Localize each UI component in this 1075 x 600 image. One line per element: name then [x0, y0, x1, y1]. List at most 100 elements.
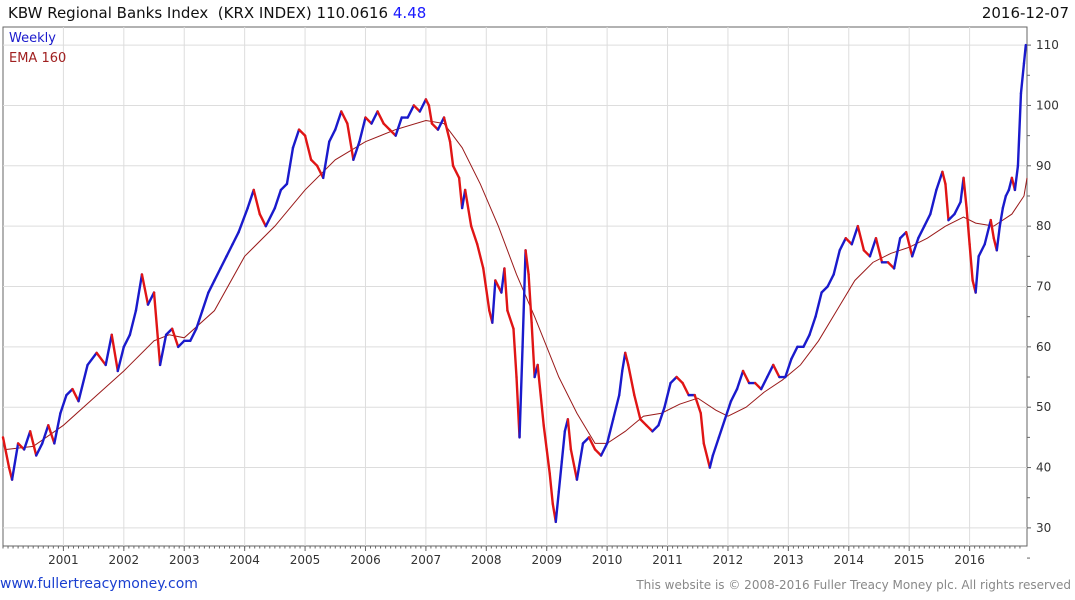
price-segment — [303, 134, 313, 161]
price-segment — [651, 424, 660, 433]
x-tick-label: 2009 — [531, 553, 562, 567]
price-segment — [587, 436, 597, 451]
grid-lines — [3, 27, 1027, 546]
price-segment — [134, 273, 144, 312]
price-segment — [321, 140, 331, 180]
y-tick-label: 40 — [1036, 461, 1051, 475]
price-segment — [22, 430, 32, 451]
x-tick-label: 2015 — [894, 553, 925, 567]
price-segment — [86, 351, 98, 367]
price-segment — [784, 357, 793, 379]
price-segment — [430, 122, 440, 131]
price-segment — [729, 387, 739, 403]
price-segment — [448, 140, 455, 168]
price-segment — [285, 146, 295, 186]
price-segment — [388, 128, 397, 137]
price-segment — [633, 393, 642, 421]
price-segment — [436, 116, 446, 131]
price-segment — [418, 98, 428, 113]
price-segment — [868, 237, 878, 258]
price-segment — [53, 412, 62, 445]
price-segment — [506, 309, 515, 330]
price-segment — [944, 182, 950, 222]
price-segment — [826, 273, 835, 288]
x-axis: 2001 2002 2003 2004 2005 2006 2007 2008 2009 2010… — [2, 546, 1021, 567]
price-segment — [77, 363, 89, 403]
price-segment — [941, 170, 947, 186]
price-segment — [974, 255, 980, 294]
price-segment — [309, 158, 319, 168]
price-segment — [645, 424, 654, 433]
price-segment — [844, 237, 854, 246]
price-segment — [1, 436, 11, 469]
y-tick-label: 100 — [1036, 98, 1059, 112]
price-segment — [406, 104, 416, 119]
price-segment — [201, 291, 210, 312]
x-tick-label: 2006 — [350, 553, 381, 567]
price-segment — [164, 327, 174, 336]
price-segment — [207, 279, 216, 294]
price-segment — [530, 321, 536, 379]
price-segment — [1013, 164, 1020, 192]
price-segment — [593, 448, 603, 457]
price-segment — [451, 164, 461, 180]
price-segment — [947, 212, 956, 222]
price-segment — [104, 333, 113, 367]
price-segment — [802, 333, 811, 349]
price-segment — [560, 430, 567, 463]
price-segment — [639, 418, 648, 427]
x-tick-label: 2016 — [954, 553, 985, 567]
website-link[interactable]: www.fullertreacymoney.com — [0, 576, 198, 592]
price-segment — [427, 104, 434, 125]
price-segment — [28, 430, 38, 457]
price-segment — [759, 375, 769, 391]
y-tick-label: 110 — [1036, 38, 1059, 52]
price-segment — [923, 212, 932, 228]
price-segment — [850, 224, 860, 246]
price-segment — [711, 436, 721, 457]
price-segment — [621, 351, 627, 373]
price-segment — [237, 206, 249, 234]
price-segment — [128, 309, 138, 336]
price-segment — [977, 243, 986, 258]
price-segment — [681, 381, 690, 397]
price-segment — [219, 255, 228, 270]
price-segment — [518, 345, 524, 439]
price-segment — [554, 490, 560, 524]
price-segment — [753, 381, 763, 391]
price-segment — [611, 393, 621, 421]
price-segment — [699, 412, 705, 445]
price-segment — [41, 424, 50, 445]
price-segment — [953, 200, 962, 216]
price-segment — [152, 291, 162, 367]
last-value: 110.0616 — [316, 4, 389, 22]
price-segment — [717, 418, 727, 439]
price-segment — [291, 128, 301, 149]
x-tick-label: 2014 — [834, 553, 865, 567]
price-segment — [675, 375, 684, 385]
price-segment — [170, 327, 180, 349]
price-segment — [47, 424, 56, 445]
x-tick-label: 2008 — [471, 553, 502, 567]
y-tick-label: 30 — [1036, 521, 1051, 535]
change-value: 4.48 — [392, 4, 427, 22]
x-tick-label: 2003 — [169, 553, 200, 567]
price-segment — [536, 363, 542, 397]
price-segment — [35, 442, 44, 457]
price-segment — [110, 333, 119, 373]
price-segment — [16, 442, 26, 451]
price-segment — [663, 381, 672, 409]
price-segment — [158, 333, 168, 367]
price-segment — [911, 237, 920, 258]
price-segment — [297, 128, 307, 137]
x-tick-label: 2010 — [592, 553, 623, 567]
price-segment — [545, 448, 551, 475]
price-segment — [65, 387, 74, 397]
y-axis: 30 40 50 60 70 80 90 100 110 — [1027, 38, 1059, 559]
price-segment — [904, 230, 914, 258]
x-tick-label: 2011 — [652, 553, 683, 567]
price-segment — [820, 285, 829, 294]
price-segment — [476, 243, 485, 270]
price-segment — [231, 230, 240, 246]
